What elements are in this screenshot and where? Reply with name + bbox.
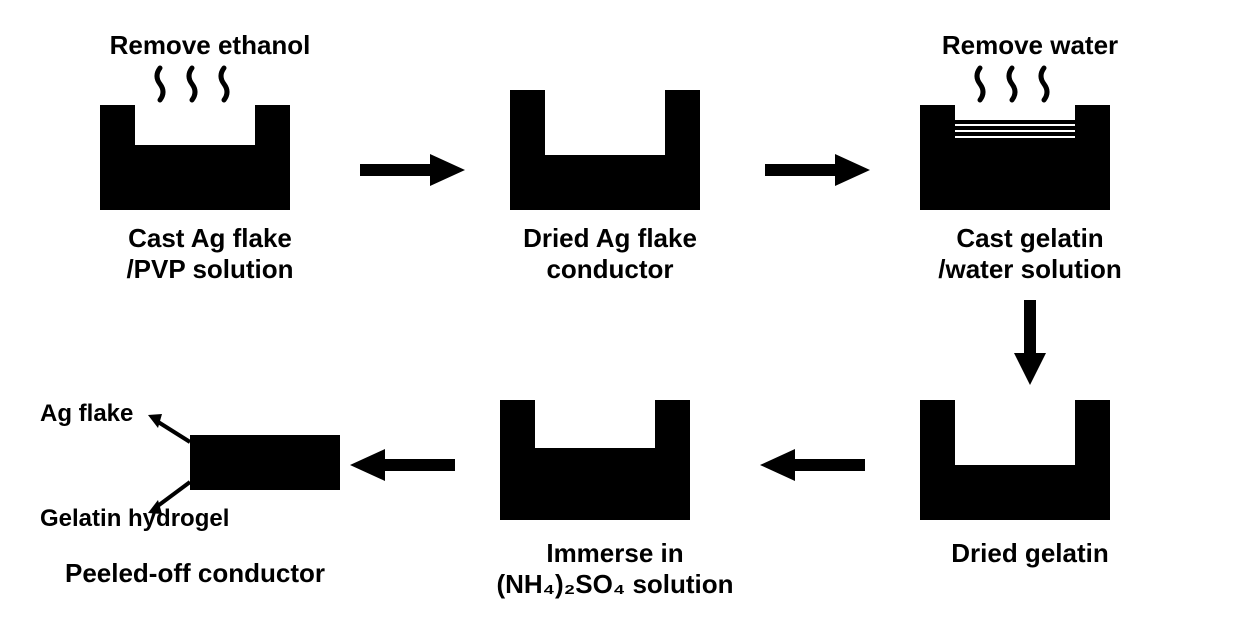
step-6-annot-bottom: Gelatin hydrogel (40, 505, 229, 533)
step-2-caption: Dried Ag flake conductor (490, 223, 730, 285)
step-5-caption: Immerse in (NH₄)₂SO₄ solution (480, 538, 750, 600)
step-1-vessel (80, 65, 310, 215)
arrow-4-5 (760, 445, 870, 485)
step-4-vessel (900, 390, 1130, 530)
step-2-vessel (490, 65, 720, 215)
arrow-1-2 (355, 150, 465, 190)
step-6-caption: Peeled-off conductor (40, 558, 350, 589)
step-5-vessel (480, 390, 710, 530)
step-1-caption: Cast Ag flake /PVP solution (80, 223, 340, 285)
step-5: Immerse in (NH₄)₂SO₄ solution (480, 390, 750, 600)
step-1-top-label: Remove ethanol (80, 30, 340, 61)
arrow-3-4 (1010, 295, 1050, 385)
process-diagram: Remove ethanol Cast Ag flake /PVP soluti… (20, 20, 1220, 624)
step-6-annot-top: Ag flake (40, 400, 133, 428)
arrow-5-6 (350, 445, 460, 485)
step-6: Ag flake Gelatin hydrogel Peeled-off con… (40, 380, 350, 589)
step-1: Remove ethanol Cast Ag flake /PVP soluti… (80, 30, 340, 285)
step-3-caption: Cast gelatin /water solution (900, 223, 1160, 285)
step-2: Dried Ag flake conductor (490, 65, 730, 285)
step-3-vessel (900, 65, 1130, 215)
step-3-top-label: Remove water (900, 30, 1160, 61)
step-4: Dried gelatin (900, 390, 1160, 569)
step-3: Remove water Cast gelatin /water solutio… (900, 30, 1160, 285)
step-4-caption: Dried gelatin (900, 538, 1160, 569)
arrow-2-3 (760, 150, 870, 190)
